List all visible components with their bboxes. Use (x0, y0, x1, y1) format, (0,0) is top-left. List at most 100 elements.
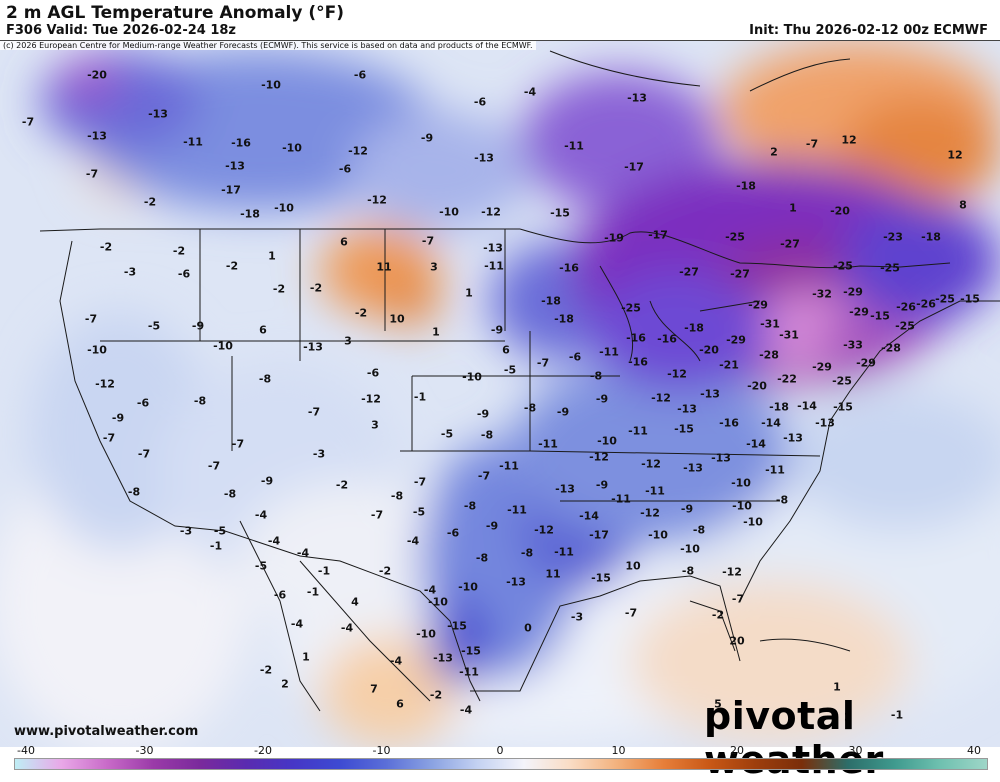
anomaly-value-label: -12 (651, 391, 671, 405)
anomaly-value-label: -13 (783, 431, 803, 445)
anomaly-value-label: -5 (503, 363, 517, 377)
anomaly-value-label: -14 (761, 416, 781, 430)
anomaly-value-label: 20 (729, 634, 745, 648)
anomaly-value-label: -6 (136, 396, 150, 410)
anomaly-value-label: -4 (267, 534, 281, 548)
anomaly-value-label: -25 (832, 374, 852, 388)
anomaly-value-label: 12 (841, 133, 857, 147)
anomaly-value-label: 3 (371, 418, 379, 432)
anomaly-value-label: -6 (366, 366, 380, 380)
anomaly-value-label: -23 (883, 230, 903, 244)
anomaly-value-label: -1 (209, 539, 223, 553)
anomaly-value-label: -12 (534, 523, 554, 537)
anomaly-value-label: -12 (348, 144, 368, 158)
anomaly-value-label: -8 (520, 546, 534, 560)
anomaly-value-label: -10 (732, 499, 752, 513)
anomaly-value-label: -4 (296, 546, 310, 560)
anomaly-value-label: 1 (789, 201, 797, 215)
anomaly-value-label: -4 (459, 703, 473, 717)
anomaly-value-label: -2 (272, 282, 286, 296)
anomaly-value-label: -4 (423, 583, 437, 597)
anomaly-value-label: -7 (207, 459, 221, 473)
anomaly-value-label: -9 (420, 131, 434, 145)
anomaly-value-label: -7 (413, 475, 427, 489)
anomaly-value-label: 2 (770, 145, 778, 159)
anomaly-value-label: 3 (344, 334, 352, 348)
anomaly-value-label: -27 (780, 237, 800, 251)
anomaly-value-label: -8 (692, 523, 706, 537)
anomaly-value-label: 6 (396, 697, 404, 711)
anomaly-value-label: -7 (421, 234, 435, 248)
anomaly-value-label: -4 (254, 508, 268, 522)
anomaly-value-label: 2 (281, 677, 289, 691)
anomaly-value-label: -2 (378, 564, 392, 578)
colorbar (14, 758, 988, 770)
anomaly-value-label: -18 (684, 321, 704, 335)
anomaly-value-label: -15 (550, 206, 570, 220)
anomaly-value-label: -7 (805, 137, 819, 151)
anomaly-value-label: -10 (458, 580, 478, 594)
anomaly-value-label: -28 (881, 341, 901, 355)
anomaly-value-label: -25 (935, 292, 955, 306)
anomaly-value-label: -15 (674, 422, 694, 436)
anomaly-value-label: 1 (268, 249, 276, 263)
anomaly-value-label: -13 (627, 91, 647, 105)
website-link[interactable]: www.pivotalweather.com (14, 724, 199, 739)
valid-time: F306 Valid: Tue 2026-02-24 18z (6, 23, 236, 38)
colorbar-tick-label: -10 (372, 744, 391, 757)
anomaly-value-label: -9 (485, 519, 499, 533)
anomaly-value-label: -33 (843, 338, 863, 352)
anomaly-value-label: -10 (274, 201, 294, 215)
anomaly-value-label: 11 (545, 567, 561, 581)
anomaly-value-label: -5 (440, 427, 454, 441)
anomaly-value-label: -9 (260, 474, 274, 488)
anomaly-value-label: -15 (461, 644, 481, 658)
anomaly-value-label: -11 (564, 139, 584, 153)
anomaly-value-label: -7 (536, 356, 550, 370)
anomaly-value-label: -9 (490, 323, 504, 337)
anomaly-value-label: -2 (259, 663, 273, 677)
anomaly-value-label: -13 (225, 159, 245, 173)
anomaly-value-label: -3 (179, 524, 193, 538)
init-time: Init: Thu 2026-02-12 00z ECMWF (749, 23, 988, 38)
anomaly-value-label: -12 (481, 205, 501, 219)
anomaly-value-label: -25 (833, 259, 853, 273)
anomaly-value-label: -17 (589, 528, 609, 542)
anomaly-value-label: -5 (254, 559, 268, 573)
anomaly-value-label: -32 (812, 287, 832, 301)
anomaly-value-label: -11 (765, 463, 785, 477)
anomaly-value-label: -10 (428, 595, 448, 609)
anomaly-value-label: -29 (812, 360, 832, 374)
anomaly-value-label: -26 (896, 300, 916, 314)
anomaly-value-label: -7 (477, 469, 491, 483)
anomaly-value-label: 12 (947, 148, 963, 162)
anomaly-value-label: -13 (711, 451, 731, 465)
anomaly-value-label: -2 (309, 281, 323, 295)
anomaly-value-label: -10 (648, 528, 668, 542)
anomaly-value-label: 10 (625, 559, 641, 573)
anomaly-value-label: -4 (290, 617, 304, 631)
anomaly-value-label: -12 (667, 367, 687, 381)
anomaly-value-label: -8 (463, 499, 477, 513)
anomaly-value-label: -13 (506, 575, 526, 589)
anomaly-value-label: -13 (700, 387, 720, 401)
anomaly-value-label: -28 (759, 348, 779, 362)
anomaly-value-label: -5 (147, 319, 161, 333)
anomaly-value-label: -9 (476, 407, 490, 421)
anomaly-value-label: -18 (769, 400, 789, 414)
anomaly-value-label: -29 (843, 285, 863, 299)
anomaly-value-label: 7 (370, 682, 378, 696)
anomaly-value-label: 3 (430, 260, 438, 274)
anomaly-value-label: -27 (679, 265, 699, 279)
colorbar-tick-label: 20 (730, 744, 744, 757)
anomaly-value-label: -10 (87, 343, 107, 357)
anomaly-value-label: -13 (555, 482, 575, 496)
anomaly-value-label: -8 (475, 551, 489, 565)
anomaly-value-label: -6 (353, 68, 367, 82)
anomaly-value-label: -13 (148, 107, 168, 121)
anomaly-value-label: -7 (624, 606, 638, 620)
anomaly-value-label: -29 (748, 298, 768, 312)
anomaly-value-label: -8 (127, 485, 141, 499)
anomaly-value-label: 8 (959, 198, 967, 212)
anomaly-value-label: -9 (595, 392, 609, 406)
